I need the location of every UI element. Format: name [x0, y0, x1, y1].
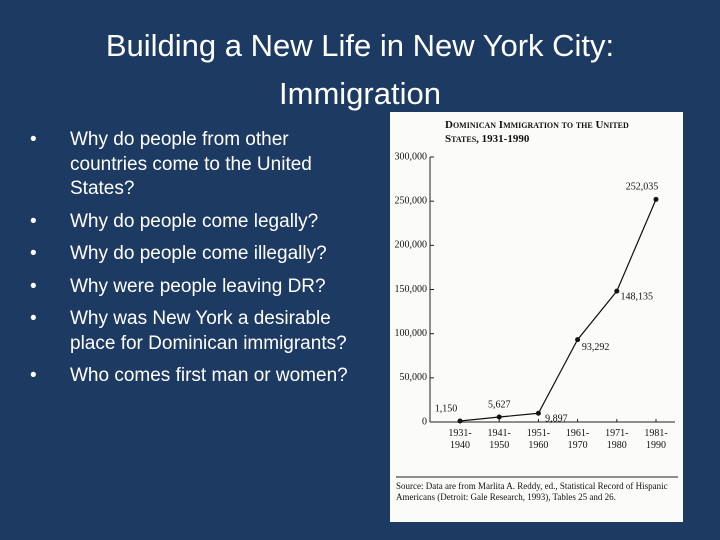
y-tick-label: 150,000	[395, 284, 428, 295]
value-label: 9,897	[545, 414, 568, 425]
y-tick-label: 100,000	[395, 328, 428, 339]
value-label: 93,292	[582, 342, 610, 353]
data-point	[614, 288, 620, 294]
bullet-list: Why do people from other countries come …	[30, 128, 370, 397]
data-point	[496, 414, 502, 420]
value-label: 148,135	[621, 291, 654, 302]
value-label: 5,627	[488, 399, 511, 410]
y-tick-label: 300,000	[395, 151, 428, 162]
bullet: Why were people leaving DR?	[30, 275, 370, 300]
y-tick-label: 50,000	[400, 372, 428, 383]
y-tick-label: 250,000	[395, 195, 428, 206]
slide-title: Building a New Life in New York City: Im…	[105, 28, 615, 111]
chart-plot: 0 50,000 100,000 150,000 200,000 250,000 300,0…	[395, 151, 678, 478]
x-tick-label: 1941-1950	[487, 428, 511, 451]
data-point	[535, 410, 541, 416]
chart: 0 50,000 100,000 150,000 200,000 250,000 300,0…	[390, 112, 683, 522]
x-tick-label: 1951-1960	[526, 428, 551, 451]
bullet: Who comes first man or women?	[30, 364, 370, 389]
value-label: 1,150	[435, 403, 458, 414]
bullet: Why do people come legally?	[30, 210, 370, 235]
x-tick-label: 1931-1940	[448, 428, 472, 451]
bullet: Why do people from other countries come …	[30, 128, 370, 202]
bullet: Why was New York a desirable place for D…	[30, 307, 370, 356]
data-point	[653, 196, 659, 202]
bullet: Why do people come illegally?	[30, 242, 370, 267]
y-tick-label: 0	[422, 416, 427, 427]
x-tick-label: 1981-1990	[644, 428, 668, 451]
data-line	[459, 199, 657, 422]
value-label: 252,035	[626, 182, 659, 193]
chart-source: Source: Data are from Marlita A. Reddy, …	[396, 481, 668, 502]
y-tick-label: 200,000	[395, 240, 428, 251]
x-tick-label: 1971-1980	[605, 428, 629, 451]
x-tick-label: 1961-1970	[565, 428, 590, 451]
chart-title: Dominican Immigration to the United Stat…	[445, 119, 629, 145]
data-point	[575, 337, 581, 343]
